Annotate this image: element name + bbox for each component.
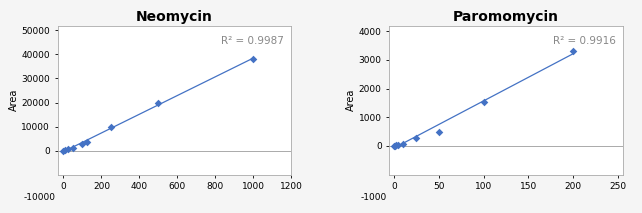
Y-axis label: Area: Area bbox=[346, 89, 356, 111]
Point bbox=[153, 101, 164, 104]
Point bbox=[63, 148, 73, 151]
Point bbox=[393, 143, 403, 146]
Title: Neomycin: Neomycin bbox=[136, 10, 213, 24]
Point bbox=[390, 144, 401, 147]
Y-axis label: Area: Area bbox=[8, 89, 19, 111]
Point bbox=[248, 58, 259, 61]
Title: Paromomycin: Paromomycin bbox=[453, 10, 559, 24]
Point bbox=[411, 136, 421, 140]
Text: -10000: -10000 bbox=[24, 193, 55, 201]
Point bbox=[433, 130, 444, 133]
Point bbox=[388, 144, 399, 148]
Text: R² = 0.9987: R² = 0.9987 bbox=[221, 36, 284, 46]
Point bbox=[568, 50, 578, 53]
Point bbox=[478, 100, 489, 103]
Point bbox=[397, 142, 408, 145]
Text: -1000: -1000 bbox=[361, 193, 387, 201]
Point bbox=[60, 148, 71, 152]
Text: R² = 0.9916: R² = 0.9916 bbox=[553, 36, 616, 46]
Point bbox=[68, 146, 78, 150]
Point bbox=[77, 142, 87, 145]
Point bbox=[58, 149, 69, 152]
Point bbox=[106, 125, 116, 128]
Point bbox=[82, 141, 92, 144]
Point bbox=[390, 144, 400, 147]
